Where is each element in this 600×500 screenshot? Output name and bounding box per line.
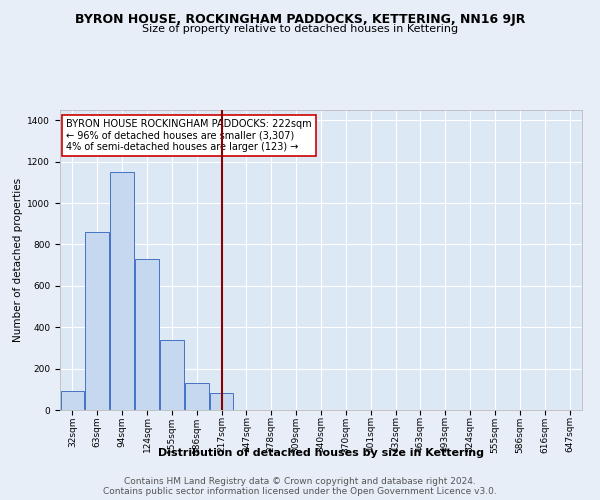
Text: Size of property relative to detached houses in Kettering: Size of property relative to detached ho…: [142, 24, 458, 34]
Y-axis label: Number of detached properties: Number of detached properties: [13, 178, 23, 342]
Text: Distribution of detached houses by size in Kettering: Distribution of detached houses by size …: [158, 448, 484, 458]
Bar: [85, 232, 109, 410]
Bar: [110, 172, 134, 410]
Bar: [160, 340, 184, 410]
Text: Contains HM Land Registry data © Crown copyright and database right 2024.: Contains HM Land Registry data © Crown c…: [124, 478, 476, 486]
Bar: [135, 259, 159, 410]
Bar: [210, 394, 233, 410]
Bar: [185, 383, 209, 410]
Text: Contains public sector information licensed under the Open Government Licence v3: Contains public sector information licen…: [103, 488, 497, 496]
Text: BYRON HOUSE, ROCKINGHAM PADDOCKS, KETTERING, NN16 9JR: BYRON HOUSE, ROCKINGHAM PADDOCKS, KETTER…: [75, 12, 525, 26]
Bar: [61, 391, 84, 410]
Text: BYRON HOUSE ROCKINGHAM PADDOCKS: 222sqm
← 96% of detached houses are smaller (3,: BYRON HOUSE ROCKINGHAM PADDOCKS: 222sqm …: [66, 119, 312, 152]
